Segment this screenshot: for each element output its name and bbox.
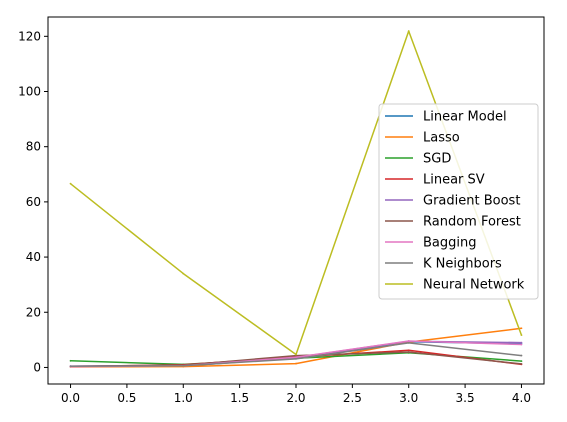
data-point [520, 343, 523, 346]
legend-label: Linear SV [423, 173, 485, 188]
x-tick-label: 3.5 [456, 391, 475, 405]
x-tick-label: 1.0 [174, 391, 193, 405]
legend-label: SGD [423, 152, 451, 167]
data-point [520, 362, 523, 365]
x-tick-label: 3.0 [399, 391, 418, 405]
axes-layer: 0.0 0.5 1.0 1.5 2.0 2.5 3.0 3.5 4.0 0 20 40 60 80 100 1… [18, 16, 545, 405]
y-tick-label: 120 [18, 29, 41, 43]
x-tick-label: 0.0 [61, 391, 80, 405]
x-tick-label: 4.0 [512, 391, 531, 405]
legend-label: Random Forest [423, 215, 521, 230]
data-point [182, 364, 185, 367]
y-tick-label: 80 [26, 140, 41, 154]
data-point [520, 341, 523, 344]
data-point [407, 351, 410, 353]
data-point [295, 357, 297, 360]
legend-label: Gradient Boost [423, 194, 520, 209]
y-tick-label: 100 [18, 85, 41, 99]
data-point [407, 349, 410, 352]
data-point [520, 327, 523, 330]
data-point [69, 365, 72, 368]
data-point [407, 340, 410, 342]
series-layer [69, 30, 523, 368]
y-tick-label: 20 [26, 305, 41, 319]
legend-label: Bagging [423, 236, 477, 251]
data-point [69, 359, 72, 362]
data-point [295, 356, 297, 359]
y-tick-label: 40 [26, 250, 41, 264]
data-point [407, 30, 410, 32]
legend-box [378, 103, 539, 300]
legend: Linear Model Lasso SGD Linear SV Gradient Bo… [378, 103, 539, 300]
x-tick-label: 0.5 [117, 391, 136, 405]
x-tick-label: 2.0 [286, 391, 305, 405]
x-tick-label: 1.5 [230, 391, 249, 405]
legend-label: K Neighbors [423, 257, 502, 272]
data-point [520, 334, 523, 337]
data-point [182, 272, 185, 275]
x-tick-label: 2.5 [343, 391, 362, 405]
data-point [295, 353, 297, 356]
data-point [520, 354, 523, 357]
y-tick-label: 60 [26, 195, 41, 209]
legend-label: Linear Model [423, 110, 507, 125]
data-point [295, 362, 297, 365]
y-tick-label: 0 [33, 360, 41, 374]
data-point [69, 182, 72, 185]
data-point [520, 360, 523, 362]
legend-label: Neural Network [423, 278, 525, 293]
data-point [407, 341, 410, 344]
legend-label: Lasso [423, 131, 460, 146]
